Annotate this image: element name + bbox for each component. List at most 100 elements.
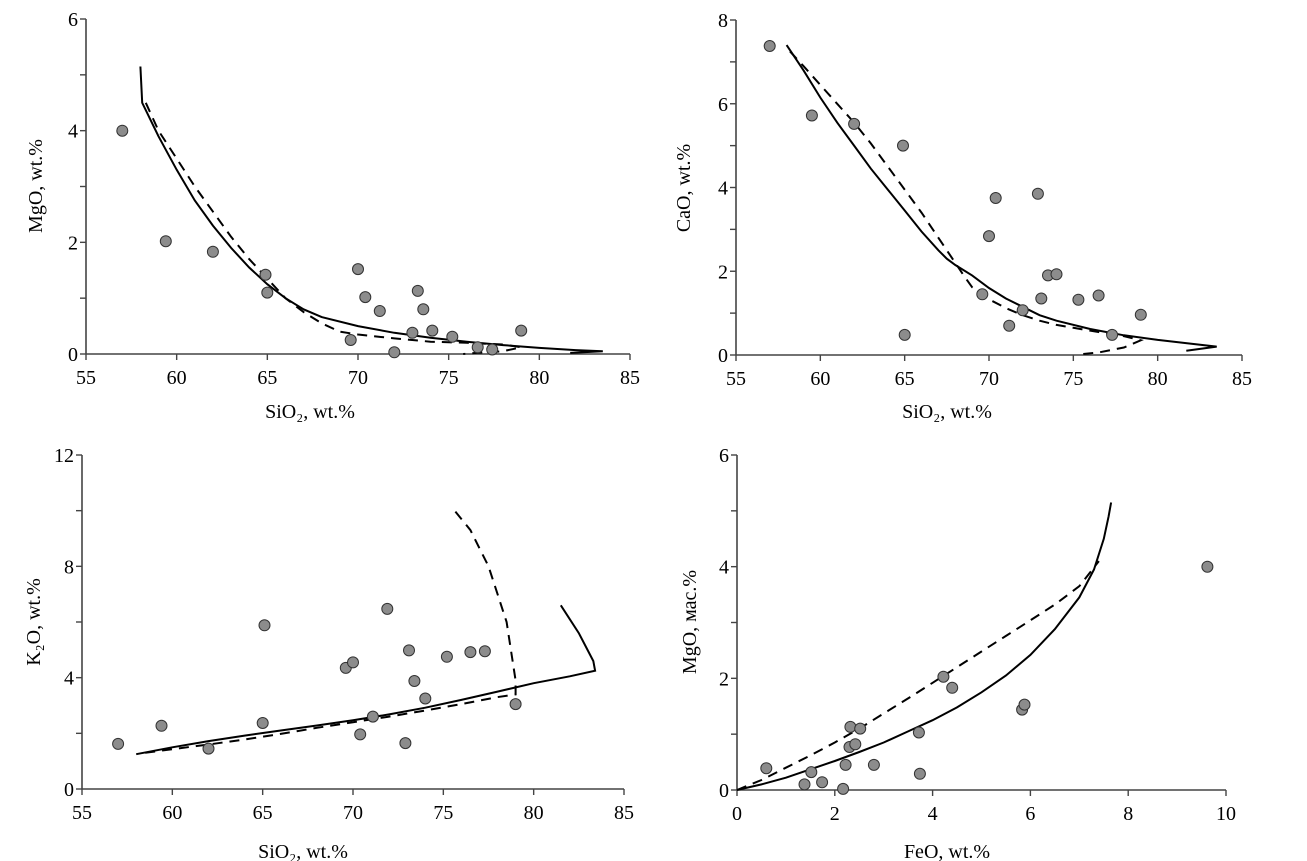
x-tick-label: 80 bbox=[529, 367, 549, 389]
x-tick-label: 85 bbox=[1232, 368, 1252, 390]
data-point bbox=[344, 334, 357, 346]
data-point bbox=[112, 737, 125, 750]
data-point bbox=[854, 722, 867, 735]
y-tick-label: 6 bbox=[719, 445, 729, 467]
data-point bbox=[1050, 268, 1063, 281]
data-point bbox=[805, 766, 818, 779]
data-point bbox=[411, 284, 424, 297]
data-point bbox=[478, 645, 491, 658]
dashed-model-curve bbox=[736, 560, 1100, 791]
data-point bbox=[1031, 187, 1044, 200]
data-point bbox=[388, 346, 401, 359]
x-tick-label: 2 bbox=[830, 803, 840, 825]
data-point bbox=[426, 324, 439, 337]
data-point bbox=[837, 782, 850, 795]
data-point bbox=[976, 288, 989, 301]
data-point bbox=[515, 324, 528, 337]
data-point bbox=[471, 341, 484, 354]
data-point bbox=[446, 330, 459, 343]
data-point bbox=[381, 602, 394, 615]
data-point bbox=[816, 776, 829, 789]
y-axis-title: MgO, мас.% bbox=[679, 570, 701, 674]
x-tick-label: 6 bbox=[1025, 803, 1035, 825]
y-axis-title: CaO, wt.% bbox=[673, 144, 695, 232]
data-point bbox=[1201, 560, 1214, 573]
x-tick-label: 75 bbox=[1063, 368, 1083, 390]
data-point bbox=[1003, 319, 1016, 332]
solid-model-curve bbox=[139, 66, 603, 354]
data-point bbox=[1018, 698, 1031, 711]
data-point bbox=[898, 328, 911, 341]
data-point bbox=[373, 305, 386, 317]
data-point bbox=[261, 286, 274, 299]
y-tick-label: 0 bbox=[719, 780, 729, 802]
data-point bbox=[366, 710, 379, 723]
data-point bbox=[897, 139, 909, 152]
x-tick-label: 55 bbox=[726, 368, 746, 390]
data-point bbox=[912, 726, 925, 739]
y-tick-label: 0 bbox=[64, 779, 74, 801]
data-point bbox=[989, 192, 1002, 204]
data-point bbox=[419, 692, 432, 705]
data-point bbox=[805, 109, 818, 122]
x-tick-label: 55 bbox=[72, 802, 92, 824]
data-point bbox=[844, 720, 857, 733]
panel-cao-sio2: 55 60 65 70 75 80 85 0 2 4 6 8 SiO₂, wt.% CaO, wt.% bbox=[673, 10, 1252, 423]
data-point bbox=[1106, 328, 1119, 341]
y-tick-label: 4 bbox=[719, 557, 729, 579]
y-tick-label: 8 bbox=[718, 10, 728, 32]
x-tick-label: 60 bbox=[810, 368, 830, 390]
data-point bbox=[848, 117, 861, 130]
data-point bbox=[352, 263, 364, 276]
x-tick-label: 80 bbox=[1148, 368, 1168, 390]
data-point bbox=[867, 758, 880, 771]
y-axis-title: K₂O, wt.% bbox=[23, 578, 45, 666]
x-tick-label: 85 bbox=[614, 802, 634, 824]
x-tick-label: 4 bbox=[928, 803, 938, 825]
y-tick-label: 0 bbox=[68, 344, 78, 366]
data-point bbox=[849, 738, 862, 751]
dashed-model-curve bbox=[789, 50, 1144, 356]
panel-k2o-sio2: 55 60 65 70 75 80 85 0 4 8 12 SiO₂, wt.% K₂O, wt.% bbox=[23, 445, 634, 861]
y-tick-label: 8 bbox=[64, 556, 74, 578]
y-tick-label: 12 bbox=[54, 445, 74, 467]
data-point bbox=[760, 762, 773, 775]
x-tick-label: 75 bbox=[439, 367, 459, 389]
x-tick-label: 85 bbox=[620, 367, 640, 389]
y-tick-label: 4 bbox=[64, 668, 74, 690]
data-point bbox=[1134, 308, 1147, 321]
data-point bbox=[839, 758, 852, 771]
y-tick-label: 2 bbox=[719, 668, 729, 690]
data-point bbox=[256, 717, 269, 729]
y-tick-label: 6 bbox=[68, 9, 78, 31]
x-tick-label: 55 bbox=[76, 367, 96, 389]
x-axis-title: FeO, wt.% bbox=[904, 841, 990, 861]
x-tick-label: 65 bbox=[257, 367, 277, 389]
y-tick-label: 2 bbox=[68, 232, 78, 254]
y-tick-label: 0 bbox=[718, 345, 728, 367]
data-point bbox=[1016, 304, 1029, 317]
x-tick-label: 60 bbox=[167, 367, 187, 389]
data-point bbox=[399, 737, 412, 750]
data-point bbox=[913, 767, 926, 780]
x-axis-title: SiO₂, wt.% bbox=[902, 401, 992, 423]
panel-mgo-feo: 0 2 4 6 8 10 0 2 4 6 FeO, wt.% MgO, мас.% bbox=[679, 445, 1236, 861]
data-point bbox=[1092, 289, 1105, 302]
data-point bbox=[206, 245, 219, 258]
panel-mgo-sio2: 55 60 65 70 75 80 85 0 2 4 6 SiO₂, wt.% MgO, wt.% bbox=[25, 9, 640, 423]
data-point bbox=[403, 644, 415, 657]
data-point bbox=[486, 343, 499, 356]
data-point bbox=[159, 235, 172, 248]
solid-model-curve bbox=[785, 44, 1217, 352]
data-point bbox=[1072, 293, 1085, 306]
data-point bbox=[116, 124, 129, 137]
x-tick-label: 70 bbox=[343, 802, 363, 824]
x-tick-label: 60 bbox=[162, 802, 182, 824]
data-point bbox=[347, 656, 359, 669]
x-tick-label: 70 bbox=[979, 368, 999, 390]
x-axis-title: SiO₂, wt.% bbox=[258, 841, 348, 861]
data-point bbox=[464, 646, 477, 659]
data-point bbox=[763, 40, 776, 52]
data-point bbox=[1035, 292, 1048, 305]
